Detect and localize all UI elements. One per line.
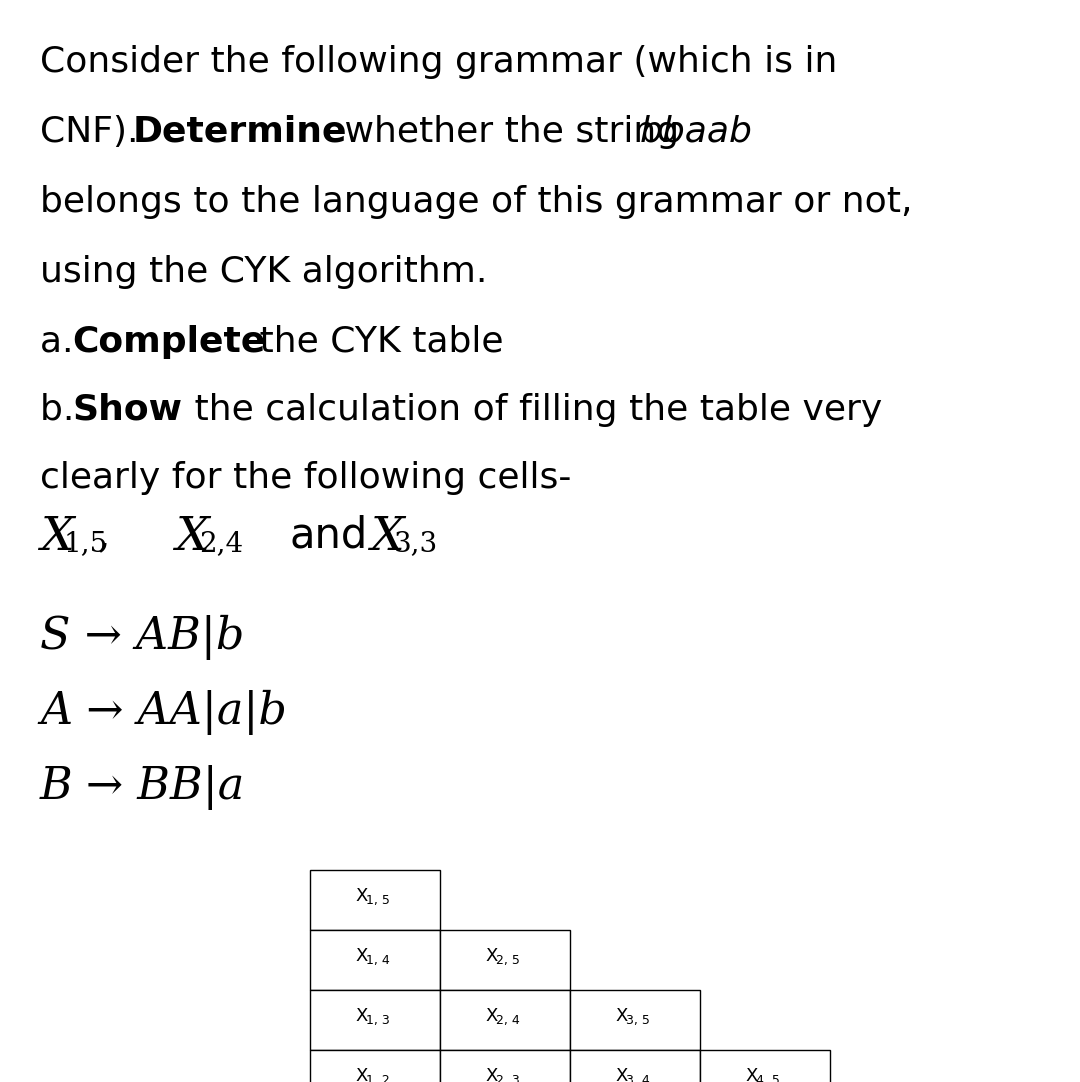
Text: A → AA|a|b: A → AA|a|b: [40, 690, 287, 735]
Text: 2, 4: 2, 4: [496, 1014, 519, 1027]
Text: 2, 5: 2, 5: [496, 954, 519, 967]
Text: whether the string: whether the string: [333, 115, 690, 149]
Text: 3,3: 3,3: [394, 530, 437, 557]
Text: a.: a.: [40, 325, 85, 359]
Text: X: X: [355, 947, 368, 965]
Text: using the CYK algorithm.: using the CYK algorithm.: [40, 255, 487, 289]
Text: 3, 4: 3, 4: [625, 1073, 649, 1082]
Bar: [310, 1050, 440, 1082]
Text: bbaab: bbaab: [640, 115, 753, 149]
Bar: [440, 1050, 570, 1082]
Text: 3, 5: 3, 5: [625, 1014, 649, 1027]
Text: ,: ,: [98, 517, 110, 554]
Text: Show: Show: [72, 393, 183, 427]
Text: Determine: Determine: [133, 115, 348, 149]
Bar: [570, 1050, 700, 1082]
Text: 1, 3: 1, 3: [365, 1014, 389, 1027]
Text: belongs to the language of this grammar or not,: belongs to the language of this grammar …: [40, 185, 913, 219]
Text: 1, 4: 1, 4: [365, 954, 389, 967]
Text: 1, 2: 1, 2: [365, 1073, 389, 1082]
Bar: [570, 990, 700, 1050]
Text: b.: b.: [40, 393, 86, 427]
Text: 1, 5: 1, 5: [365, 894, 390, 907]
Bar: [310, 870, 440, 931]
Text: X: X: [616, 1006, 627, 1025]
Text: the CYK table: the CYK table: [248, 325, 503, 359]
Text: S → AB|b: S → AB|b: [40, 615, 244, 660]
Bar: [310, 990, 440, 1050]
Text: X: X: [175, 515, 208, 560]
Text: X: X: [486, 1067, 498, 1082]
Bar: [440, 931, 570, 990]
Text: X: X: [370, 515, 404, 560]
Text: X: X: [745, 1067, 758, 1082]
Bar: [440, 990, 570, 1050]
Text: clearly for the following cells-: clearly for the following cells-: [40, 461, 571, 494]
Text: the calculation of filling the table very: the calculation of filling the table ver…: [183, 393, 882, 427]
Text: CNF).: CNF).: [40, 115, 150, 149]
Text: Complete: Complete: [72, 325, 266, 359]
Text: 1,5: 1,5: [64, 530, 108, 557]
Text: 4, 5: 4, 5: [756, 1073, 780, 1082]
Text: B → BB|a: B → BB|a: [40, 765, 245, 810]
Text: X: X: [355, 1067, 368, 1082]
Text: Consider the following grammar (which is in: Consider the following grammar (which is…: [40, 45, 837, 79]
Text: X: X: [486, 947, 498, 965]
Text: 2,4: 2,4: [199, 530, 243, 557]
Text: X: X: [40, 515, 73, 560]
Text: X: X: [355, 887, 368, 905]
Text: X: X: [616, 1067, 627, 1082]
Text: and: and: [291, 515, 368, 557]
Text: 2, 3: 2, 3: [496, 1073, 519, 1082]
Text: X: X: [486, 1006, 498, 1025]
Text: X: X: [355, 1006, 368, 1025]
Bar: [700, 1050, 831, 1082]
Bar: [310, 931, 440, 990]
